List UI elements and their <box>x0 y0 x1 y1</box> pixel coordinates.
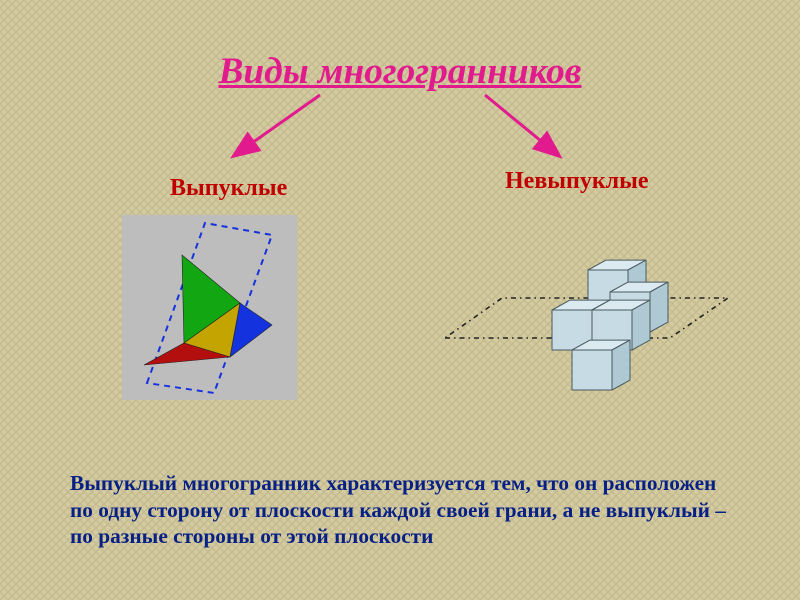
slide-title: Виды многогранников <box>0 50 800 93</box>
label-convex: Выпуклые <box>170 175 287 202</box>
slide-caption: Выпуклый многогранник характеризуется те… <box>70 470 740 550</box>
cube-cluster <box>552 260 668 390</box>
label-nonconvex: Невыпуклые <box>505 168 649 195</box>
figure-nonconvex <box>440 210 730 400</box>
figure-convex <box>122 215 297 400</box>
slide-canvas: Виды многогранников Выпуклые Невыпуклые … <box>0 0 800 600</box>
cube <box>572 340 630 390</box>
